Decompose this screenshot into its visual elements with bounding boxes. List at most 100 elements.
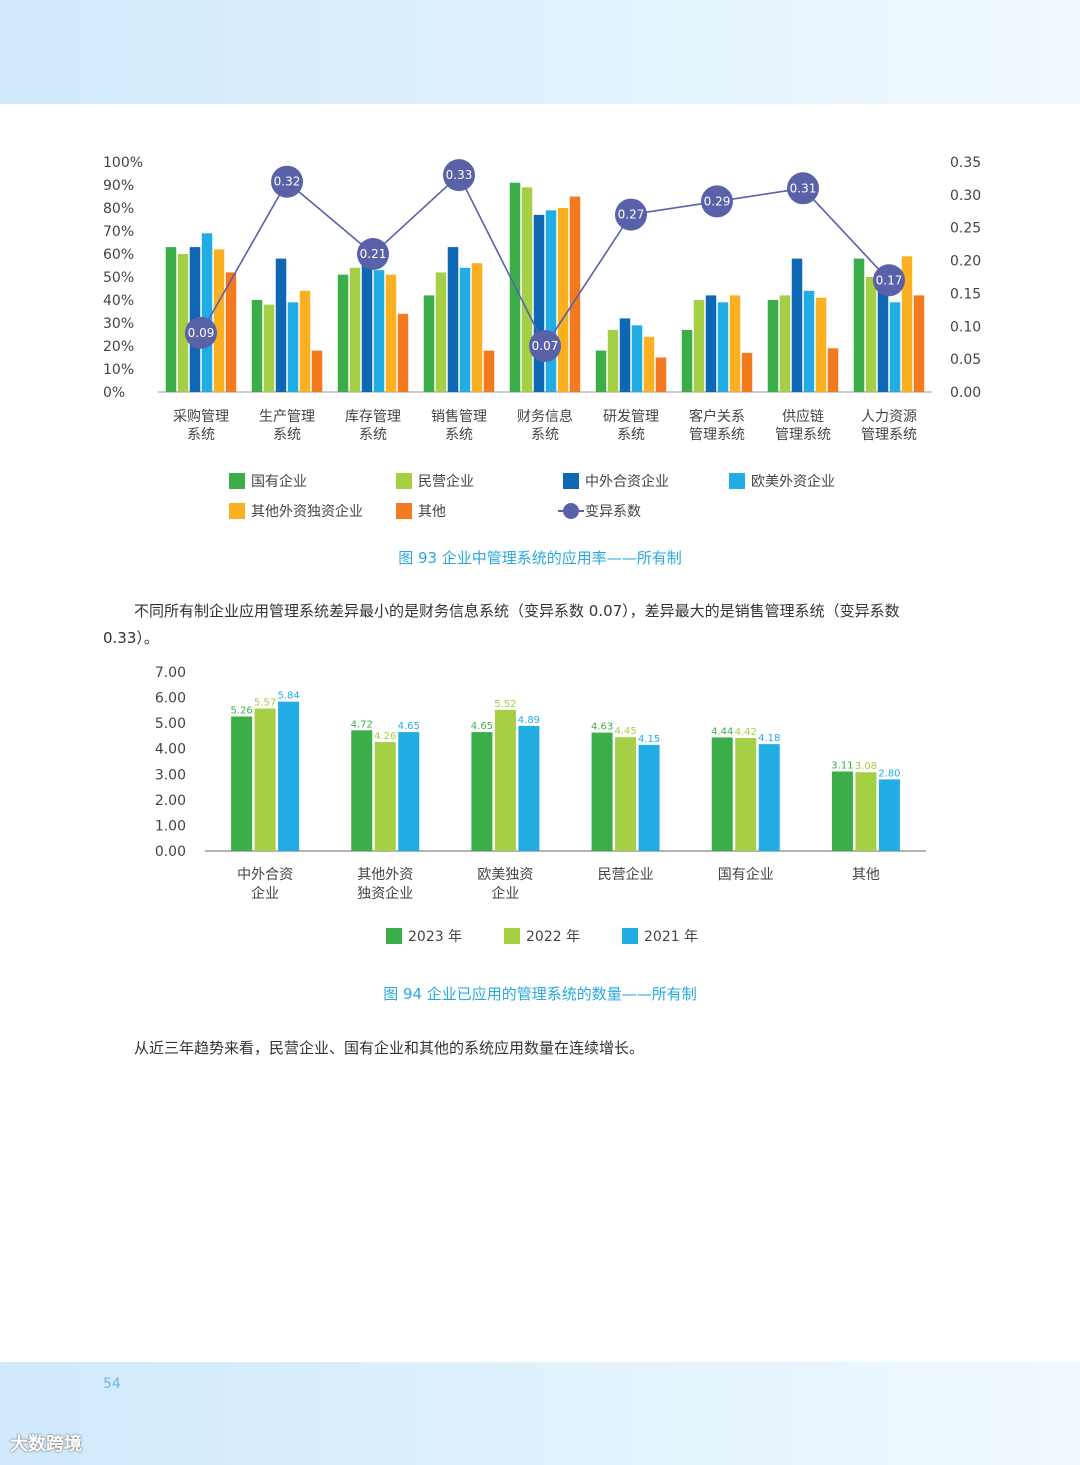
x-tick-label: 企业 bbox=[491, 885, 519, 902]
figure-94-caption: 图 94 企业已应用的管理系统的数量——所有制 bbox=[383, 985, 697, 1003]
legend-swatch-其他外资独资企业 bbox=[229, 503, 245, 519]
legend-swatch-2022-年 bbox=[504, 928, 520, 944]
bar-国有企业 bbox=[681, 329, 693, 392]
legend-label: 变异系数 bbox=[585, 504, 641, 520]
bar-中外合资企业 bbox=[705, 295, 717, 392]
bar-其他 bbox=[311, 350, 323, 392]
variation-point-label: 0.27 bbox=[618, 208, 645, 222]
x-tick-label: 企业 bbox=[251, 885, 279, 902]
bar-value-label: 4.42 bbox=[735, 727, 757, 738]
bar-其他外资独资企业 bbox=[901, 256, 913, 392]
variation-point bbox=[873, 264, 905, 297]
bar-欧美外资企业 bbox=[717, 302, 729, 392]
legend-swatch-其他 bbox=[396, 503, 412, 519]
bar-value-label: 4.89 bbox=[518, 715, 540, 726]
bar-民营企业 bbox=[521, 187, 533, 392]
x-tick-label: 生产管理 bbox=[259, 409, 315, 425]
x-tick-label: 管理系统 bbox=[861, 427, 917, 443]
legend-label: 2021 年 bbox=[644, 929, 698, 945]
legend-marker bbox=[563, 503, 579, 519]
y-tick-label: 5.00 bbox=[155, 716, 186, 732]
bar-民营企业 bbox=[349, 267, 361, 392]
x-tick-label: 国有企业 bbox=[718, 866, 774, 883]
bar-value-label: 5.26 bbox=[230, 705, 252, 716]
y-tick-label: 40% bbox=[103, 293, 134, 309]
bar-其他 bbox=[655, 357, 667, 392]
bar-国有企业 bbox=[251, 300, 263, 392]
bar-2022-年 bbox=[855, 772, 877, 851]
figure-93-caption: 图 93 企业中管理系统的应用率——所有制 bbox=[398, 549, 682, 567]
bar-中外合资企业 bbox=[447, 247, 459, 392]
y2-tick-label: 0.10 bbox=[950, 319, 981, 335]
bar-中外合资企业 bbox=[877, 281, 889, 392]
variation-point bbox=[185, 316, 217, 349]
bar-国有企业 bbox=[595, 350, 607, 392]
y-tick-label: 2.00 bbox=[155, 793, 186, 809]
bar-其他 bbox=[569, 196, 581, 392]
y2-tick-label: 0.30 bbox=[950, 188, 981, 204]
bar-value-label: 4.63 bbox=[591, 722, 613, 733]
bar-value-label: 4.15 bbox=[638, 734, 660, 745]
legend-label: 其他 bbox=[418, 504, 446, 520]
legend-label: 2022 年 bbox=[526, 929, 580, 945]
variation-point bbox=[615, 198, 647, 231]
bar-2022-年 bbox=[615, 737, 637, 851]
bar-欧美外资企业 bbox=[803, 290, 815, 392]
x-tick-label: 管理系统 bbox=[689, 427, 745, 443]
y-tick-label: 4.00 bbox=[155, 742, 186, 758]
x-tick-label: 财务信息 bbox=[517, 408, 573, 425]
bar-value-label: 4.65 bbox=[471, 721, 493, 732]
bar-欧美外资企业 bbox=[287, 302, 299, 392]
bar-其他 bbox=[483, 350, 495, 392]
bar-2021-年 bbox=[518, 725, 540, 851]
legend-label: 2023 年 bbox=[408, 929, 462, 945]
y2-tick-label: 0.35 bbox=[950, 155, 981, 171]
bar-欧美外资企业 bbox=[373, 270, 385, 392]
x-tick-label: 管理系统 bbox=[775, 427, 831, 443]
y2-tick-label: 0.15 bbox=[950, 286, 981, 302]
bar-value-label: 3.11 bbox=[831, 760, 853, 771]
variation-point bbox=[271, 165, 303, 198]
x-tick-label: 供应链 bbox=[782, 408, 824, 425]
bar-2022-年 bbox=[494, 709, 516, 851]
bar-国有企业 bbox=[165, 247, 177, 392]
bar-2021-年 bbox=[638, 744, 660, 851]
bar-其他外资独资企业 bbox=[729, 295, 741, 392]
legend-swatch-国有企业 bbox=[229, 473, 245, 489]
legend-label: 国有企业 bbox=[251, 473, 307, 490]
x-tick-label: 客户关系 bbox=[689, 408, 745, 425]
bar-中外合资企业 bbox=[791, 258, 803, 392]
y-tick-label: 60% bbox=[103, 247, 134, 263]
x-tick-label: 民营企业 bbox=[598, 866, 654, 883]
legend-swatch-中外合资企业 bbox=[563, 473, 579, 489]
bar-2022-年 bbox=[254, 708, 276, 851]
y-tick-label: 90% bbox=[103, 178, 134, 194]
bar-民营企业 bbox=[693, 300, 705, 392]
bar-民营企业 bbox=[607, 329, 619, 392]
x-tick-label: 系统 bbox=[273, 427, 301, 443]
legend-swatch-欧美外资企业 bbox=[729, 473, 745, 489]
x-tick-label: 研发管理 bbox=[603, 409, 659, 425]
bar-value-label: 4.44 bbox=[711, 726, 733, 737]
x-tick-label: 采购管理 bbox=[173, 409, 229, 425]
variation-point-label: 0.09 bbox=[188, 326, 215, 340]
bar-欧美外资企业 bbox=[459, 267, 471, 392]
bar-民营企业 bbox=[177, 254, 189, 392]
bar-value-label: 4.65 bbox=[398, 721, 420, 732]
variation-point-label: 0.21 bbox=[360, 247, 387, 261]
brand-logo: 大数跨境 bbox=[10, 1434, 82, 1455]
x-tick-label: 其他 bbox=[852, 867, 880, 883]
bar-2021-年 bbox=[878, 779, 900, 851]
bar-中外合资企业 bbox=[275, 258, 287, 392]
paragraph-1-line-2: 0.33）。 bbox=[103, 629, 159, 647]
bar-民营企业 bbox=[435, 272, 447, 392]
legend-label: 欧美外资企业 bbox=[751, 473, 835, 490]
chart-management-system-count: 0.00 1.00 2.00 3.00 4.00 5.00 6.00 7.00 5.265.57… bbox=[155, 665, 926, 945]
bar-其他外资独资企业 bbox=[213, 249, 225, 392]
legend-label: 中外合资企业 bbox=[585, 473, 669, 490]
bar-其他外资独资企业 bbox=[815, 297, 827, 392]
bar-其他外资独资企业 bbox=[557, 208, 569, 392]
bar-2023-年 bbox=[711, 737, 733, 851]
x-tick-label: 中外合资 bbox=[237, 867, 293, 883]
x-tick-label: 销售管理 bbox=[431, 409, 487, 425]
